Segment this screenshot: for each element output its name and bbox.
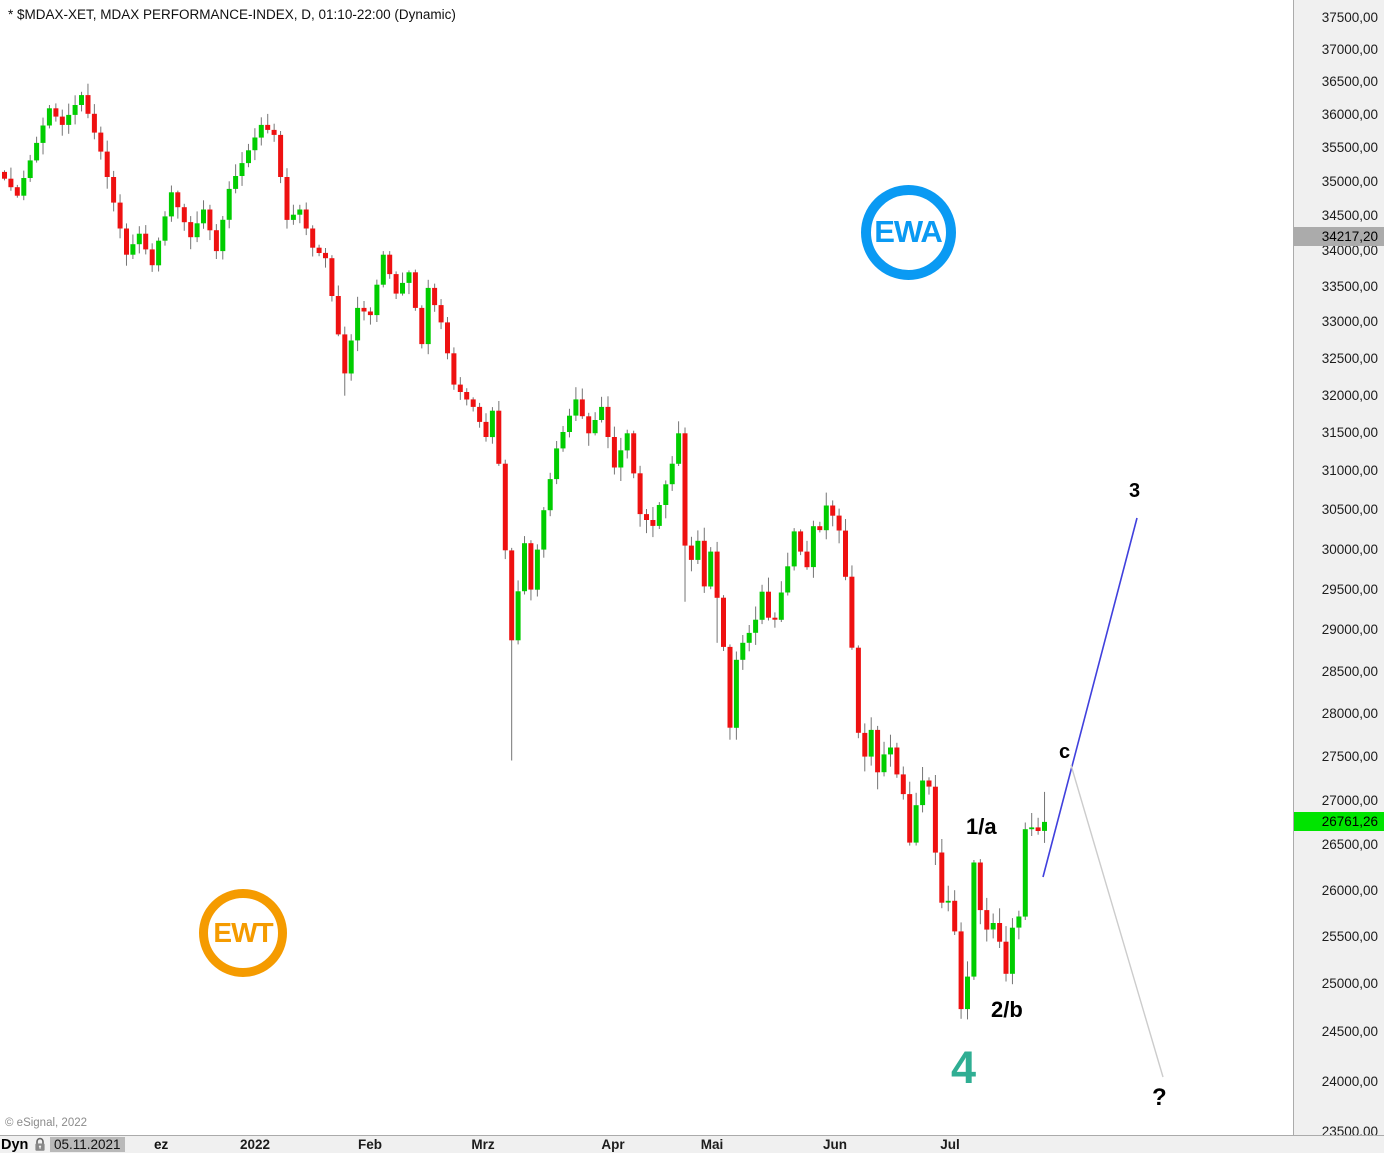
y-tick-label: 34000,00 (1321, 243, 1378, 259)
y-tick-label: 24500,00 (1321, 1024, 1378, 1040)
month-label-partial: ez (154, 1137, 169, 1152)
chart-title: * $MDAX-XET, MDAX PERFORMANCE-INDEX, D, … (8, 7, 456, 22)
month-label-apr: Apr (601, 1137, 625, 1152)
y-tick-label: 27000,00 (1321, 792, 1378, 808)
copyright-label: © eSignal, 2022 (5, 1117, 88, 1129)
question-label: ? (1152, 1084, 1167, 1111)
y-tick-label: 25500,00 (1321, 929, 1378, 944)
y-tick-label: 36000,00 (1321, 106, 1378, 122)
month-label-jun: Jun (822, 1137, 848, 1152)
y-tick-label: 24000,00 (1321, 1073, 1378, 1089)
wave-label-2b: 2/b (991, 997, 1023, 1022)
month-label-mrz: Mrz (471, 1137, 495, 1152)
candlestick-series[interactable] (2, 95, 1047, 1010)
toolbar-mode-label[interactable]: Dyn (1, 1137, 29, 1153)
ewa-logo-watermark: EWA (860, 184, 956, 280)
y-tick-label: 32500,00 (1321, 350, 1378, 366)
y-tick-label: 35000,00 (1321, 174, 1378, 190)
y-tick-label: 36500,00 (1321, 74, 1378, 90)
y-tick-label: 25000,00 (1321, 976, 1378, 992)
y-tick-label: 29500,00 (1321, 581, 1378, 597)
chart-plot-area[interactable]: * $MDAX-XET, MDAX PERFORMANCE-INDEX, D, … (0, 0, 1293, 1135)
wave-label-c: c (1059, 741, 1071, 763)
ewt-logo-watermark: EWT (199, 889, 287, 977)
y-tick-label: 26500,00 (1321, 837, 1378, 853)
y-tick-label: 35500,00 (1321, 140, 1378, 156)
y-tick-label: 37500,00 (1321, 9, 1378, 25)
y-tick-label: 27500,00 (1321, 749, 1378, 764)
y-tick-label: 31000,00 (1321, 463, 1378, 479)
reference-price-marker: 34217,20 (1294, 226, 1384, 246)
y-tick-label: 32000,00 (1321, 387, 1378, 403)
wave-label-4: 4 (951, 1042, 977, 1093)
y-tick-label: 28000,00 (1321, 706, 1378, 722)
wave3-trend-line[interactable] (1042, 517, 1138, 878)
y-tick-label: 33500,00 (1321, 278, 1378, 294)
month-label-jul: Jul (940, 1137, 960, 1152)
wave-label-3: 3 (1129, 480, 1141, 502)
wave4-projection-line[interactable] (1070, 764, 1164, 1078)
y-tick-label: 37000,00 (1321, 41, 1378, 57)
time-axis[interactable]: Dyn 05.11.2021 ez 2022 Feb Mrz Apr Mai Jun Jul (0, 1135, 1384, 1153)
y-tick-label: 34500,00 (1321, 208, 1378, 224)
month-label-2022: 2022 (239, 1137, 271, 1152)
month-label-feb: Feb (357, 1137, 383, 1152)
y-tick-label: 29000,00 (1321, 622, 1378, 638)
y-tick-label: 28500,00 (1321, 663, 1378, 679)
month-label-mai: Mai (700, 1137, 724, 1152)
price-axis[interactable]: 37500,00 37000,00 36500,00 36000,00 35500,00… (1293, 0, 1384, 1135)
chart-start-date[interactable]: 05.11.2021 (50, 1137, 125, 1152)
candlestick-canvas[interactable] (0, 0, 1293, 1135)
y-tick-label: 33000,00 (1321, 314, 1378, 330)
y-tick-label: 23500,00 (1321, 1123, 1378, 1135)
y-tick-label: 30000,00 (1321, 541, 1378, 557)
y-tick-label: 30500,00 (1321, 502, 1378, 518)
y-tick-label: 26000,00 (1321, 882, 1378, 898)
y-tick-label: 31500,00 (1321, 425, 1378, 441)
wave-label-1a: 1/a (966, 814, 997, 839)
last-price-marker: 26761,26 (1294, 812, 1384, 832)
padlock-icon[interactable] (33, 1137, 47, 1153)
